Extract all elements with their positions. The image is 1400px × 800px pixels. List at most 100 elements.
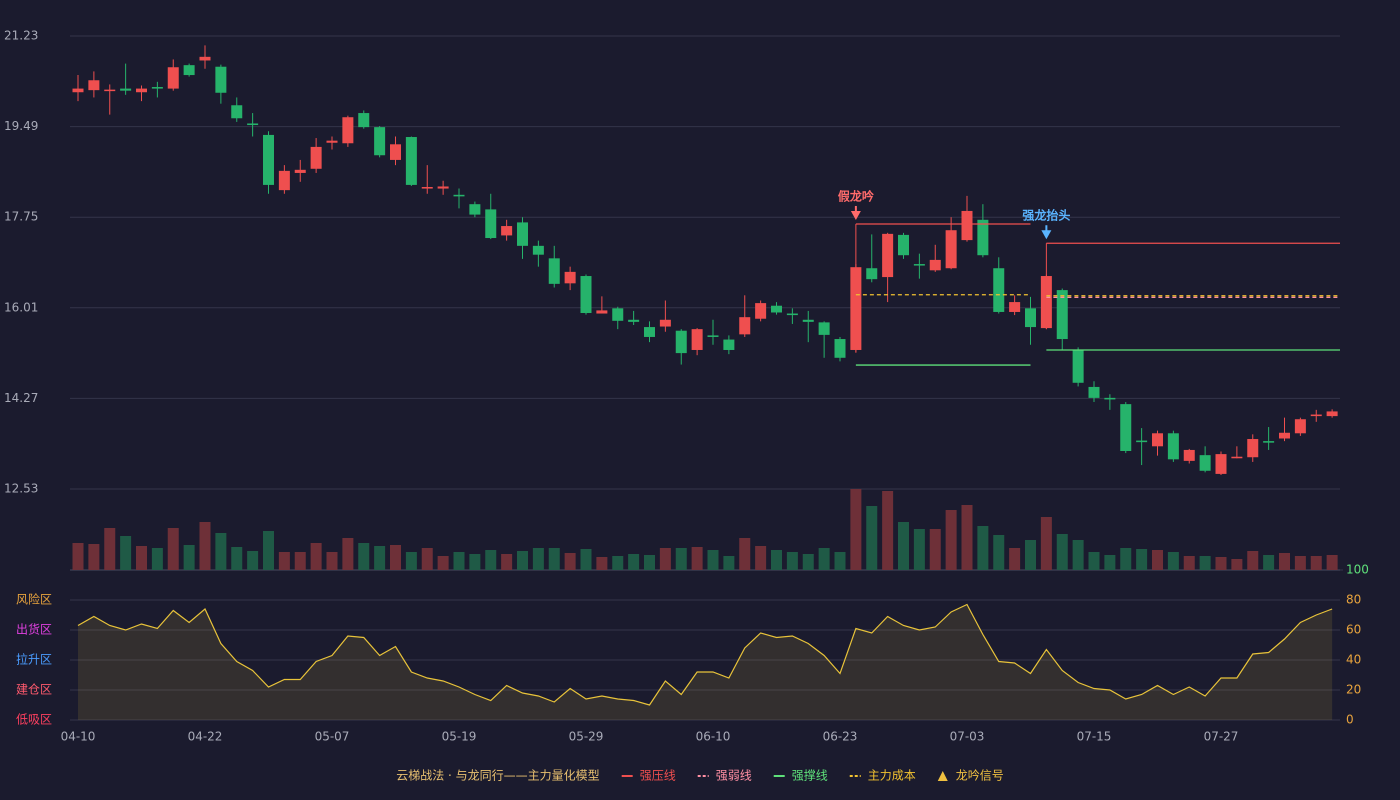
legend-title: 云梯战法 · 与龙同行——主力量化模型	[396, 769, 599, 783]
candle-body	[342, 117, 354, 144]
candle-body	[310, 146, 322, 169]
candle-body	[993, 268, 1005, 312]
volume-bar	[1072, 540, 1084, 570]
candle-body	[1136, 440, 1148, 443]
candle-body	[390, 144, 401, 160]
volume-bar	[675, 548, 687, 570]
volume-bar	[517, 551, 528, 570]
volume-bar	[850, 489, 862, 570]
volume-bar	[659, 548, 671, 570]
volume-bar	[231, 547, 243, 570]
volume-bar	[88, 544, 100, 570]
candle-body	[183, 65, 195, 76]
zone-label: 低吸区	[16, 713, 52, 727]
candle-body	[1167, 433, 1179, 460]
y-tick-label: 19.49	[4, 119, 38, 133]
volume-bar	[199, 522, 211, 570]
volume-bar	[866, 506, 878, 570]
candle-body	[755, 303, 767, 319]
volume-bar	[1294, 556, 1306, 570]
x-tick-label: 07-27	[1204, 730, 1239, 744]
zone-label: 建仓区	[16, 683, 52, 697]
volume-bar	[247, 551, 259, 570]
candle-body	[786, 313, 798, 316]
candle-body	[1183, 449, 1195, 461]
volume-bar	[1326, 555, 1338, 570]
candle-body	[532, 245, 544, 255]
y-tick-label: 21.23	[4, 29, 38, 43]
legend-label: 强弱线	[716, 769, 752, 783]
candle-body	[977, 219, 989, 256]
volume-bar	[294, 552, 306, 570]
candle-body	[104, 89, 116, 92]
volume-bar	[437, 556, 449, 570]
volume-bar	[755, 546, 767, 570]
volume-bar	[326, 552, 338, 570]
volume-bar	[421, 548, 433, 570]
candle-body	[644, 327, 655, 337]
candle-body	[469, 204, 481, 215]
volume-bar	[310, 543, 322, 570]
volume-bar	[929, 529, 941, 570]
candle-body	[1310, 414, 1322, 417]
volume-bar	[104, 528, 116, 570]
indicator-area	[78, 604, 1333, 720]
volume-bar	[167, 528, 179, 570]
y-tick-label: 16.01	[4, 300, 38, 314]
volume-bar	[961, 505, 973, 570]
volume-bar	[374, 546, 386, 570]
candle-body	[294, 169, 306, 173]
candle-body	[1279, 432, 1290, 439]
volume-bar	[1104, 555, 1116, 570]
y2-tick-label: 80	[1346, 593, 1361, 607]
legend-label: 主力成本	[868, 769, 916, 783]
volume-bar	[405, 552, 417, 570]
candle-body	[199, 56, 211, 61]
x-tick-label: 06-23	[823, 730, 858, 744]
x-tick-label: 04-10	[61, 730, 96, 744]
volume-bar	[469, 554, 481, 570]
volume-bar	[1040, 517, 1052, 570]
x-tick-label: 05-19	[442, 730, 477, 744]
volume-bar	[1088, 552, 1100, 570]
candle-body	[1120, 404, 1132, 451]
y2-tick-label: 40	[1346, 653, 1361, 667]
candle-body	[151, 87, 163, 89]
zone-label: 出货区	[16, 622, 52, 637]
signal-arrow	[1041, 230, 1052, 240]
candle-body	[564, 271, 576, 284]
volume-bar	[1136, 549, 1148, 570]
volume-bar	[818, 548, 830, 570]
signal-arrow	[850, 210, 861, 220]
volume-bar	[913, 529, 925, 570]
volume-bar	[612, 556, 624, 570]
y-tick-label: 14.27	[4, 391, 38, 405]
volume-bar	[1231, 559, 1243, 570]
legend-label: 强撑线	[792, 768, 828, 783]
volume-bar	[342, 538, 354, 570]
y2-tick-label: 100	[1346, 563, 1369, 577]
volume-bar	[1009, 548, 1021, 570]
volume-bar	[501, 554, 513, 570]
volume-bar	[786, 552, 798, 570]
candle-body	[453, 194, 465, 197]
candle-body	[1294, 419, 1306, 434]
volume-bar	[1263, 555, 1275, 570]
volume-bar	[1247, 551, 1259, 570]
volume-bar	[136, 546, 147, 570]
volume-bar	[532, 548, 544, 570]
volume-bar	[1183, 556, 1195, 570]
volume-bar	[1152, 550, 1163, 570]
x-tick-label: 05-29	[569, 730, 604, 744]
candle-body	[120, 88, 132, 91]
signal-label: 强龙抬头	[1022, 208, 1070, 223]
volume-bar	[1025, 540, 1036, 570]
y2-tick-label: 60	[1346, 623, 1361, 637]
candle-body	[929, 259, 941, 271]
x-tick-label: 05-07	[315, 730, 350, 744]
volume-bar	[580, 549, 592, 570]
candle-body	[818, 322, 830, 335]
candle-body	[167, 67, 179, 89]
